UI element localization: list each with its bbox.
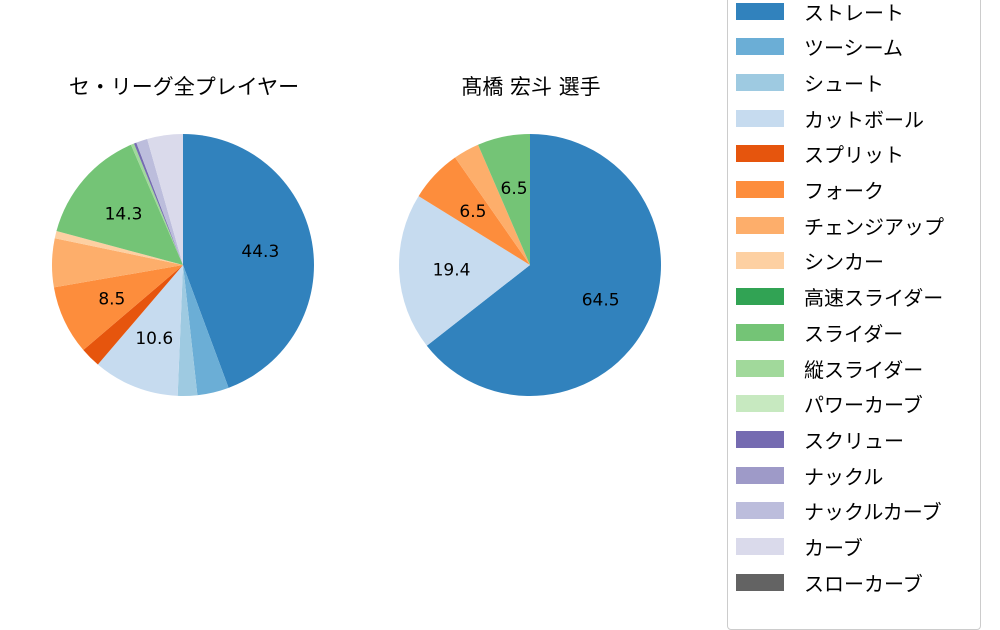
legend-item: ストレート: [736, 0, 904, 25]
legend-swatch: [736, 573, 784, 591]
legend-swatch: [736, 2, 784, 20]
right-pie-chart: 64.5 19.4 6.5 6.5: [399, 134, 661, 397]
slice-value-label: 6.5: [501, 179, 528, 199]
pie-slice-ナックルカーブ: [136, 138, 183, 265]
pie-slice-ツーシーム: [183, 265, 229, 396]
pie-slice-チェンジアップ: [455, 144, 530, 265]
legend-swatch: [736, 73, 784, 91]
legend-item: 縦スライダー: [736, 356, 924, 382]
pie-slice-カーブ: [147, 134, 183, 265]
legend-swatch: [736, 109, 784, 127]
pie-slice-ストレート: [183, 134, 315, 388]
legend-label: 高速スライダー: [804, 286, 944, 311]
pie-slice-縦スライダー: [130, 143, 183, 265]
pie-slice-スライダー: [478, 134, 530, 265]
legend-item: ナックルカーブ: [736, 499, 942, 525]
pie-slice-スクリュー: [133, 142, 183, 265]
pie-slice-カットボール: [399, 196, 530, 346]
legend-label: ストレート: [804, 0, 904, 25]
legend-label: カットボール: [804, 107, 924, 132]
legend-swatch: [736, 430, 784, 448]
legend-swatch: [736, 181, 784, 198]
legend-label: フォーク: [804, 179, 884, 203]
legend-item: スライダー: [736, 320, 904, 346]
legend-item: パワーカーブ: [736, 392, 923, 418]
left-pie-chart: 44.3 10.6 8.5 14.3: [51, 134, 315, 396]
legend-item: スローカーブ: [736, 570, 923, 596]
legend-swatch: [736, 252, 784, 270]
pie-slice-シンカー: [54, 230, 184, 265]
legend-label: 縦スライダー: [804, 357, 924, 382]
legend-label: パワーカーブ: [804, 393, 923, 418]
legend-item: ツーシーム: [736, 35, 903, 61]
legend-item: チェンジアップ: [736, 213, 944, 239]
legend-swatch: [736, 538, 784, 555]
legend-swatch: [736, 145, 784, 163]
legend-swatch: [736, 216, 784, 234]
legend-item: フォーク: [736, 178, 884, 203]
legend-label: スローカーブ: [804, 571, 923, 596]
legend-label: シュート: [804, 71, 884, 96]
slice-value-label: 10.6: [135, 329, 173, 349]
pie-slice-チェンジアップ: [51, 238, 183, 288]
legend-label: スライダー: [804, 321, 904, 346]
pie-slice-フォーク: [53, 265, 184, 350]
legend-swatch: [736, 466, 784, 484]
slice-value-label: 8.5: [98, 289, 125, 309]
legend-item: 高速スライダー: [736, 285, 944, 311]
legend-item: スクリュー: [736, 427, 904, 453]
legend-label: ナックルカーブ: [804, 500, 942, 525]
pie-slice-ストレート: [426, 134, 661, 397]
legend-swatch: [736, 323, 784, 341]
left-chart-title: セ・リーグ全プレイヤー: [68, 75, 300, 99]
legend-item: シュート: [736, 70, 884, 96]
legend-label: カーブ: [804, 536, 863, 560]
pie-slice-カットボール: [97, 265, 183, 396]
legend-swatch: [736, 359, 784, 377]
legend-label: スクリュー: [804, 428, 904, 453]
legend-item: シンカー: [736, 249, 884, 275]
pie-charts: 44.3 10.6 8.5 14.3 64.5 19.4 6.5 6.5: [51, 134, 661, 397]
pie-slice-フォーク: [418, 157, 530, 265]
legend-swatch: [736, 288, 784, 306]
pie-slice-スプリット: [83, 265, 183, 365]
legend-swatch: [736, 395, 784, 413]
legend: ストレートツーシームシュートカットボール スプリットフォークチェンジアップ シンカー…: [727, 0, 981, 630]
slice-value-label: 44.3: [241, 242, 279, 262]
slice-value-label: 64.5: [582, 290, 620, 310]
legend-label: シンカー: [804, 250, 884, 275]
legend-label: チェンジアップ: [804, 214, 944, 239]
pie-slice-スライダー: [56, 144, 183, 265]
legend-label: ナックル: [804, 464, 884, 489]
legend-label: スプリット: [804, 143, 904, 168]
legend-item: ナックル: [736, 463, 884, 489]
legend-item: カットボール: [736, 106, 924, 132]
right-chart-title: 髙橋 宏斗 選手: [461, 75, 601, 99]
legend-item: スプリット: [736, 142, 904, 168]
pie-slice-シュート: [177, 265, 198, 396]
legend-swatch: [736, 38, 784, 56]
legend-swatch: [736, 502, 784, 520]
legend-item: カーブ: [736, 535, 863, 560]
slice-value-label: 14.3: [105, 205, 143, 225]
slice-value-label: 6.5: [459, 202, 486, 222]
legend-label: ツーシーム: [804, 36, 903, 61]
slice-value-label: 19.4: [433, 260, 471, 280]
